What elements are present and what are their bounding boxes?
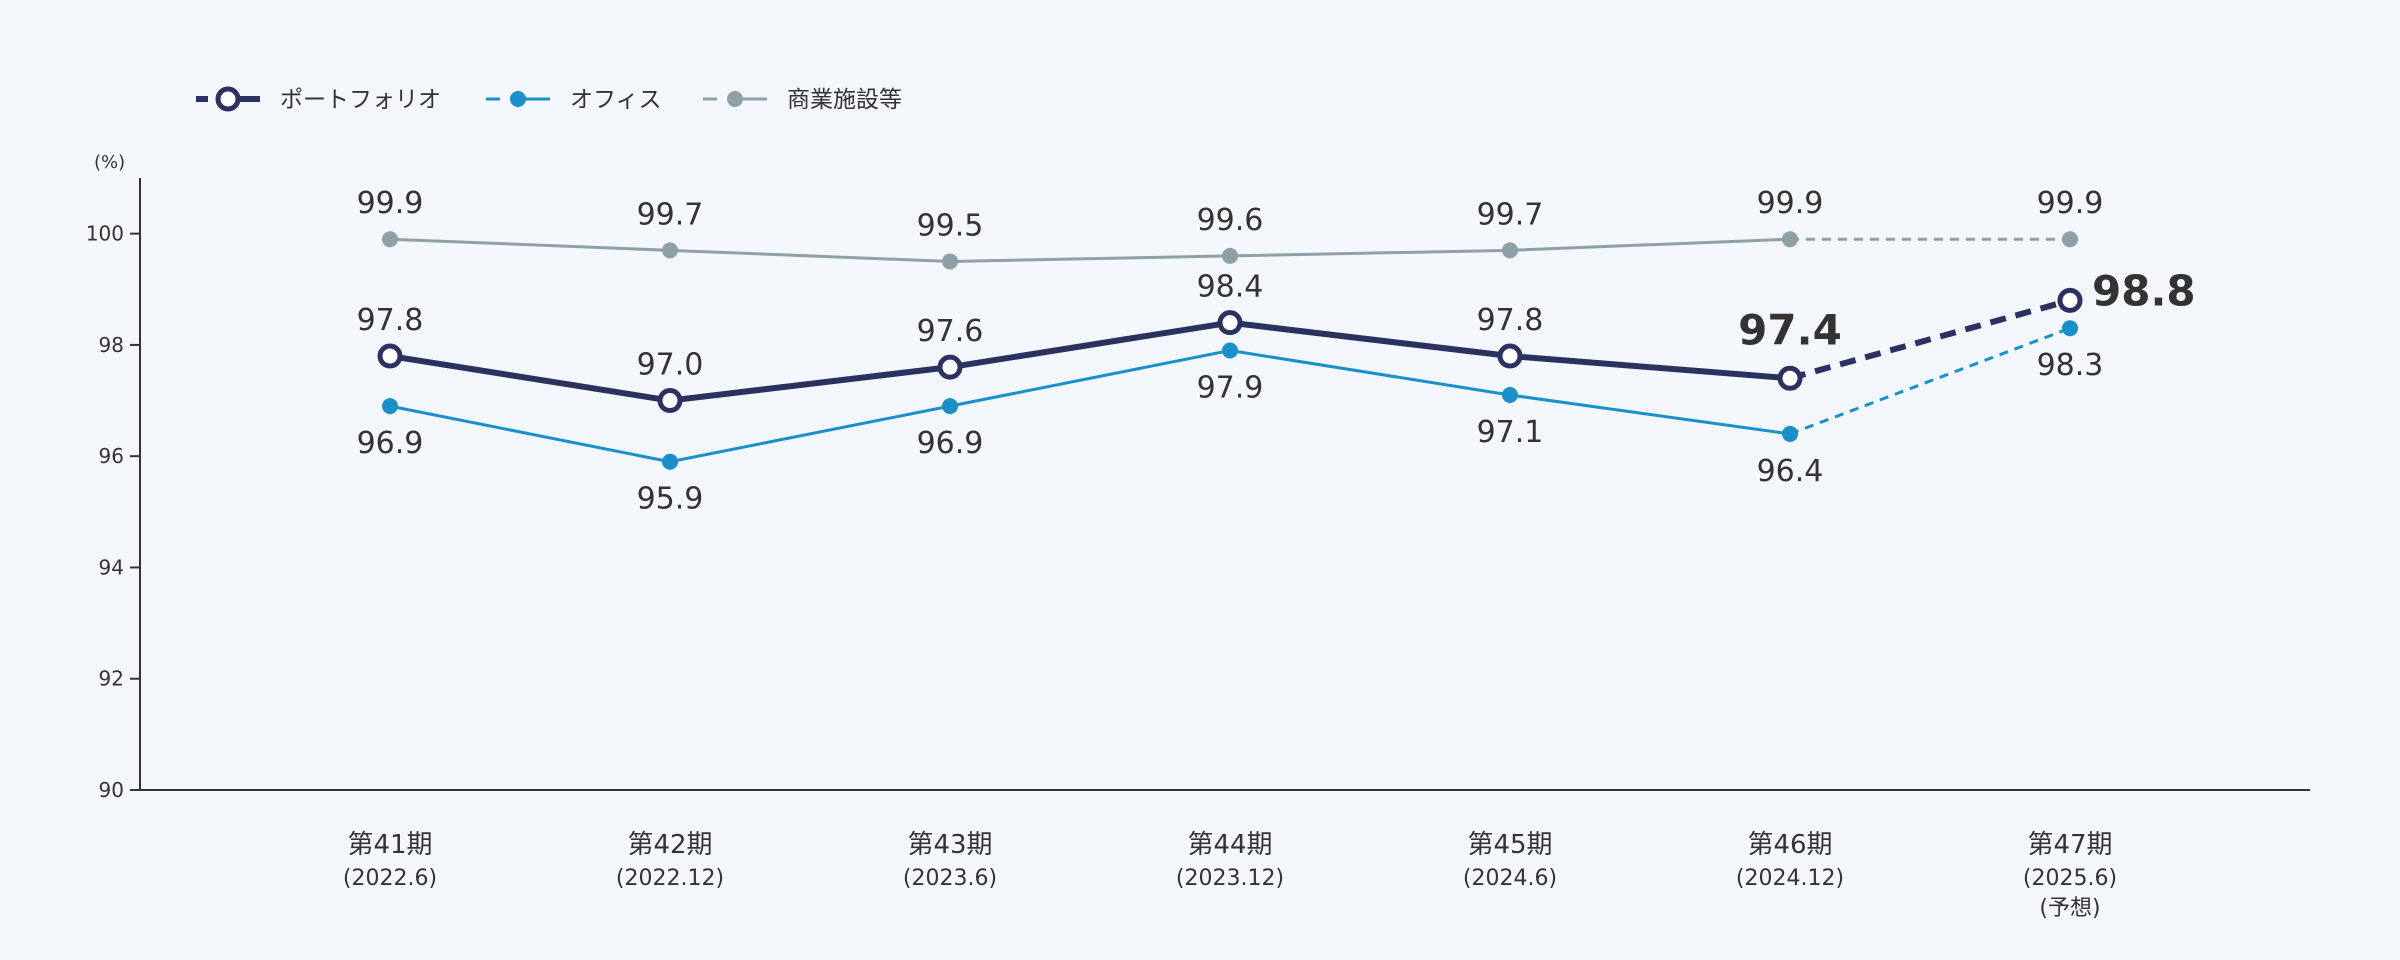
data-label: 97.8 — [1477, 303, 1544, 338]
x-tick-label: 第44期 — [1187, 830, 1272, 860]
data-label: 99.9 — [2037, 186, 2104, 221]
y-tick-label: 98 — [99, 333, 124, 357]
data-label: 97.8 — [357, 303, 424, 338]
data-label: 99.7 — [1477, 197, 1544, 232]
data-point-dot — [1502, 386, 1518, 403]
x-tick-sublabel: (2023.12) — [1176, 866, 1284, 891]
x-tick-label: 第45期 — [1467, 830, 1552, 860]
legend-item: 商業施設等 — [703, 87, 902, 113]
x-tick-label: 第42期 — [627, 830, 712, 860]
data-point-ring — [1497, 343, 1523, 369]
series-lines — [389, 237, 2071, 464]
y-tick-label: 96 — [99, 444, 124, 468]
data-point-dot — [942, 398, 958, 415]
y-axis-unit-label: (%) — [94, 152, 125, 173]
series-line-3 — [389, 237, 1791, 263]
series-line-2 — [389, 348, 1791, 464]
data-label: 97.9 — [1197, 370, 1264, 405]
x-axis-labels: 第41期 (2022.6) 第42期 (2022.12) 第43期 (2023.6) 第44… — [343, 830, 2117, 921]
data-point-dot — [1502, 242, 1518, 259]
y-tick-label: 90 — [99, 778, 124, 802]
data-label-emphasis: 98.8 — [2092, 266, 2196, 315]
data-point-dot — [2062, 231, 2078, 248]
y-tick-label: 92 — [99, 667, 124, 691]
data-point-dot — [382, 398, 398, 415]
x-tick-sublabel: (2022.12) — [616, 866, 724, 891]
data-label: 99.5 — [917, 208, 984, 243]
data-label: 96.9 — [917, 426, 984, 461]
y-tick-label: 100 — [86, 222, 124, 246]
data-point-dot — [1222, 342, 1238, 359]
data-point-ring — [2057, 287, 2083, 313]
data-label: 97.6 — [917, 314, 984, 349]
x-tick-sublabel: (2024.12) — [1736, 866, 1844, 891]
data-label: 99.7 — [637, 197, 704, 232]
data-point-ring — [937, 354, 963, 380]
data-label: 98.3 — [2037, 348, 2104, 383]
data-point-ring — [377, 343, 403, 369]
data-label: 96.4 — [1757, 454, 1824, 489]
x-tick-label: 第43期 — [907, 830, 992, 860]
x-tick-sublabel: (2024.6) — [1463, 866, 1557, 891]
legend-marker-dot — [510, 91, 526, 107]
data-label: 97.1 — [1477, 415, 1544, 450]
chart-axes: 90 92 94 96 98 100 — [86, 178, 2310, 802]
data-label: 99.9 — [357, 186, 424, 221]
x-tick-sublabel: (2023.6) — [903, 866, 997, 891]
legend-item: ポートフォリオ — [196, 86, 441, 113]
data-point-ring — [657, 388, 683, 414]
series-forecast-line-2 — [1789, 326, 2071, 436]
x-tick-sublabel: (予想) — [2039, 896, 2100, 921]
data-point-dot — [2062, 320, 2078, 337]
value-labels: 99.9 99.7 99.5 99.6 99.7 99.9 99.9 96.9 95.9 96.9… — [357, 186, 2196, 517]
x-tick-sublabel: (2022.6) — [343, 866, 437, 891]
series-forecast-line-1 — [1789, 297, 2071, 382]
y-tick-label: 94 — [99, 555, 124, 579]
x-tick-label: 第47期 — [2027, 830, 2112, 860]
data-point-dot — [662, 453, 678, 470]
data-label: 99.9 — [1757, 186, 1824, 221]
data-label: 97.0 — [637, 348, 704, 383]
data-point-dot — [942, 253, 958, 270]
legend-marker-dot — [727, 91, 743, 107]
x-tick-sublabel: (2025.6) — [2023, 866, 2117, 891]
x-tick-label: 第41期 — [347, 830, 432, 860]
data-label: 99.6 — [1197, 203, 1264, 238]
legend-label: オフィス — [570, 87, 662, 113]
data-point-ring — [1217, 310, 1243, 336]
data-label: 98.4 — [1197, 270, 1264, 305]
series-line-1 — [389, 319, 1791, 404]
data-point-ring — [1777, 365, 1803, 391]
legend-label: 商業施設等 — [787, 87, 902, 113]
legend-item: オフィス — [486, 87, 662, 113]
data-point-dot — [1222, 247, 1238, 264]
x-tick-label: 第46期 — [1747, 830, 1832, 860]
data-point-dot — [1782, 425, 1798, 442]
legend-label: ポートフォリオ — [280, 87, 441, 113]
data-label-emphasis: 97.4 — [1738, 305, 1842, 354]
data-label: 96.9 — [357, 426, 424, 461]
data-point-dot — [1782, 231, 1798, 248]
data-point-dot — [662, 242, 678, 259]
data-point-dot — [382, 231, 398, 248]
chart-legend: ポートフォリオ オフィス 商業施設等 — [196, 86, 902, 113]
series-markers — [377, 231, 2083, 470]
data-label: 95.9 — [637, 482, 704, 517]
legend-marker-ring — [215, 86, 241, 112]
